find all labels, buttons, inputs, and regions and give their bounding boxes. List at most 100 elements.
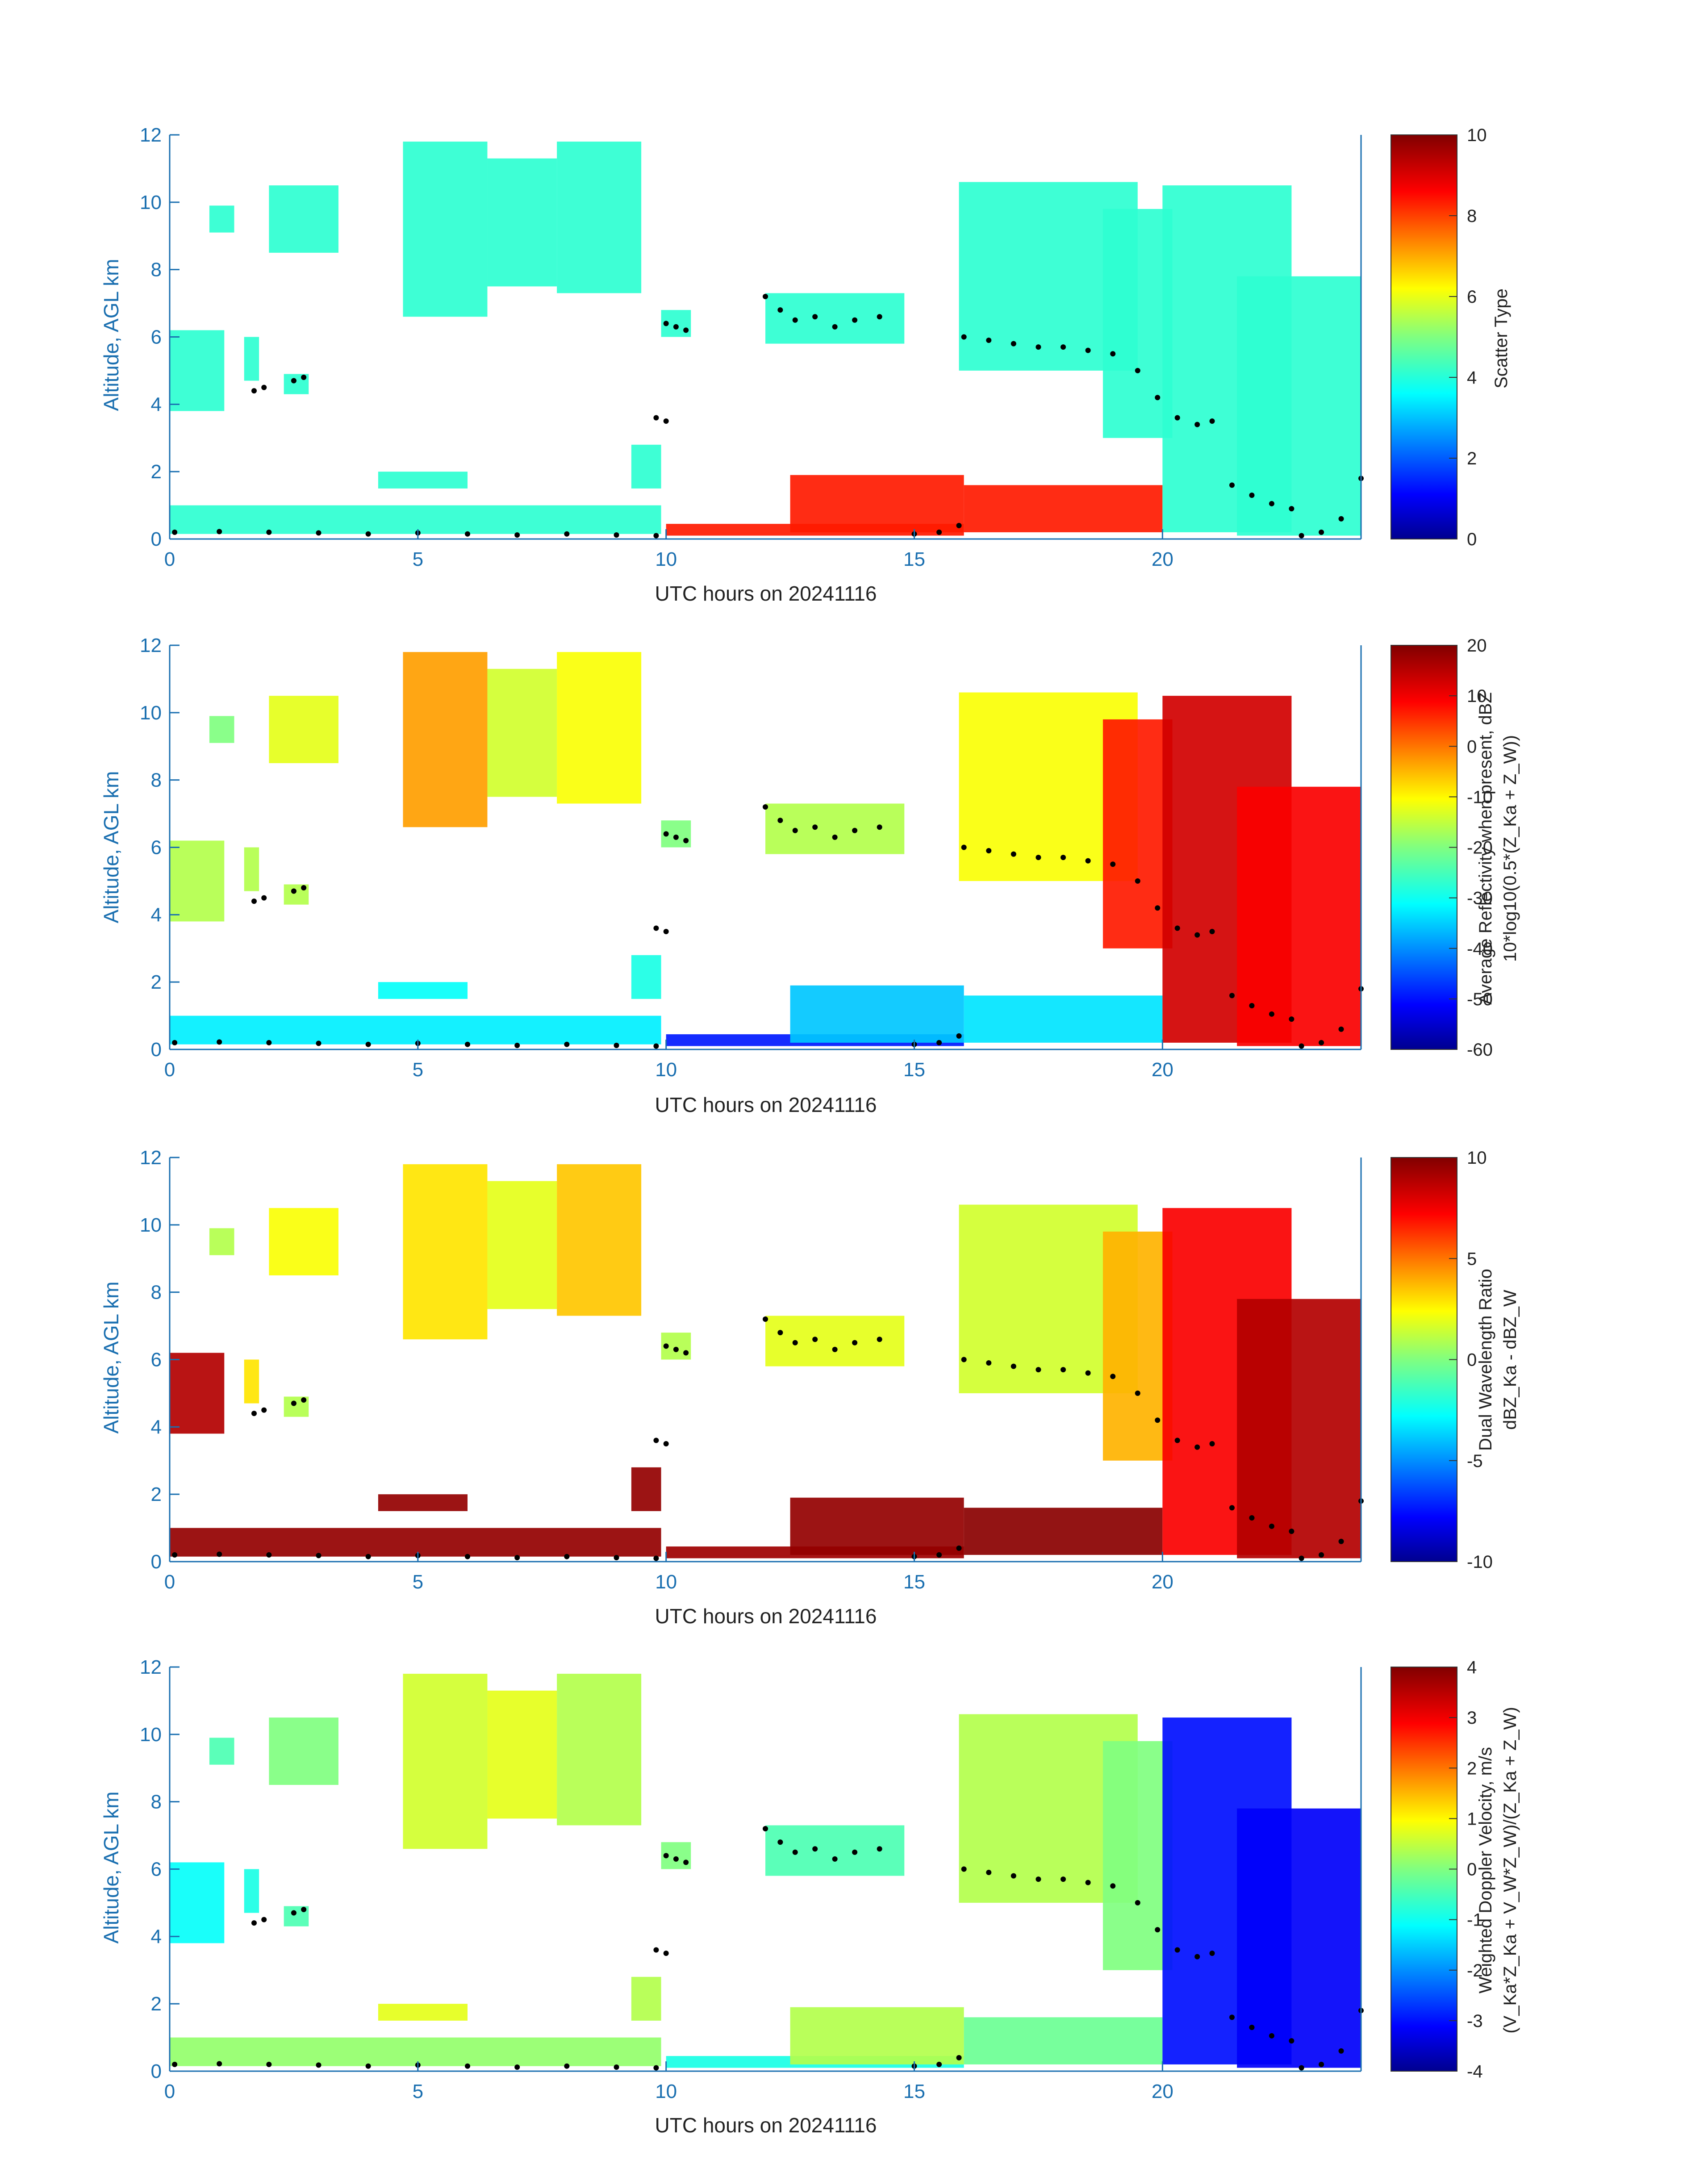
colorbar-tick-label: 5 [1467, 1249, 1477, 1269]
colorbar-tick-label: 0 [1467, 530, 1477, 549]
marker-point [1209, 418, 1215, 424]
marker-point [465, 2063, 470, 2069]
y-tick-label: 2 [151, 971, 162, 993]
colorbar-tick-label: 2 [1467, 449, 1477, 468]
colorbar-tick-label: 20 [1467, 636, 1487, 656]
heatmap-cell [209, 1228, 234, 1255]
x-tick-label: 20 [1152, 1571, 1173, 1593]
y-axis-label: Altitude, AGL km [100, 259, 123, 411]
y-tick-label: 8 [151, 1282, 162, 1304]
marker-point [514, 1554, 520, 1560]
marker-point [614, 1554, 619, 1560]
colorbar-tick-label: 1 [1467, 1809, 1477, 1829]
marker-point [663, 831, 669, 837]
marker-point [365, 531, 371, 537]
plot-area: 0 2 4 6 8 10 12 0 5 10 15 20 [140, 1656, 1364, 2102]
heatmap-cell [378, 982, 468, 999]
x-tick-label: 0 [164, 1059, 175, 1081]
plot-area: 0 2 4 6 8 10 12 0 5 10 15 20 [140, 1147, 1364, 1593]
marker-point [1085, 1880, 1091, 1885]
heatmap-cell [170, 1528, 661, 1557]
x-tick-label: 15 [903, 1059, 925, 1081]
x-axis-label: UTC hours on 20241116 [655, 582, 877, 605]
marker-point [832, 1856, 838, 1862]
heatmap-cell [244, 1359, 259, 1404]
marker-point [961, 1866, 967, 1872]
heatmap-cell [378, 472, 468, 489]
marker-point [217, 1039, 222, 1045]
marker-point [792, 827, 798, 833]
colorbar-tick-label: -3 [1467, 2011, 1483, 2031]
marker-point [986, 1360, 992, 1366]
y-tick-label: 8 [151, 769, 162, 791]
marker-point [1061, 1367, 1066, 1373]
marker-point [1319, 1552, 1324, 1558]
colorbar-tick-label: 3 [1467, 1708, 1477, 1728]
heatmap-cell [170, 505, 661, 534]
heatmap-cell [964, 485, 1163, 532]
colorbar-tick-label: 6 [1467, 287, 1477, 307]
heatmap-cell [170, 1353, 225, 1434]
x-tick-label: 15 [903, 548, 925, 570]
x-tick-label: 0 [164, 1571, 175, 1593]
colorbar-tick-label: 10 [1467, 125, 1487, 145]
colorbar-label: Dual Wavelength Ratio [1476, 1269, 1495, 1451]
marker-point [291, 378, 296, 384]
marker-point [673, 834, 679, 840]
colorbar-label-formula: (V_Ka*Z_Ka + V_W*Z_W)/(Z_Ka + Z_W) [1500, 1707, 1520, 2033]
x-axis-label: UTC hours on 20241116 [655, 1093, 877, 1116]
marker-point [1209, 929, 1215, 935]
marker-point [1289, 1529, 1295, 1534]
y-tick-label: 2 [151, 1483, 162, 1505]
colorbar-tick-label: 2 [1467, 1759, 1477, 1778]
marker-point [1135, 1900, 1140, 1905]
marker-point [653, 1947, 659, 1953]
marker-point [172, 529, 178, 535]
marker-point [986, 338, 992, 343]
heatmap-cell [244, 847, 259, 891]
marker-point [1194, 1954, 1200, 1960]
marker-point [251, 898, 257, 904]
marker-point [301, 1907, 307, 1912]
x-tick-label: 5 [413, 548, 423, 570]
heatmap-cell [765, 293, 905, 344]
x-tick-label: 10 [655, 1571, 677, 1593]
heatmap-cell [487, 1181, 557, 1309]
heatmap-cell [269, 696, 338, 763]
colorbar-tick-label: 10 [1467, 686, 1487, 706]
marker-point [1269, 1011, 1274, 1017]
heatmap-cell [170, 330, 225, 411]
colorbar-label: Scatter Type [1491, 288, 1511, 389]
colorbar-gradient [1391, 645, 1457, 1050]
heatmap-cell [1102, 1741, 1173, 1970]
y-tick-label: 12 [140, 635, 162, 656]
marker-point [1085, 347, 1091, 353]
y-tick-label: 4 [151, 904, 162, 926]
marker-point [614, 2064, 619, 2070]
marker-point [1036, 1367, 1041, 1373]
marker-point [653, 925, 659, 931]
marker-point [465, 1554, 470, 1559]
y-tick-label: 2 [151, 461, 162, 483]
marker-point [514, 1042, 520, 1048]
marker-point [663, 1853, 669, 1859]
marker-point [1110, 1374, 1116, 1379]
marker-point [1085, 858, 1091, 864]
marker-point [663, 929, 669, 935]
marker-point [1110, 351, 1116, 357]
marker-point [986, 1870, 992, 1876]
marker-point [832, 1346, 838, 1352]
marker-point [832, 834, 838, 840]
heatmap-cell [790, 475, 964, 532]
marker-point [1229, 2014, 1235, 2020]
marker-point [673, 1856, 679, 1862]
heatmap-cell [557, 142, 642, 293]
x-axis-label: UTC hours on 20241116 [655, 1605, 877, 1628]
heatmap-cell [378, 2004, 468, 2021]
marker-point [251, 1920, 257, 1926]
marker-point [1155, 1927, 1161, 1933]
heatmap-cell [1237, 1808, 1361, 2068]
marker-point [683, 838, 689, 844]
colorbar-tick-label: -40 [1467, 939, 1493, 959]
